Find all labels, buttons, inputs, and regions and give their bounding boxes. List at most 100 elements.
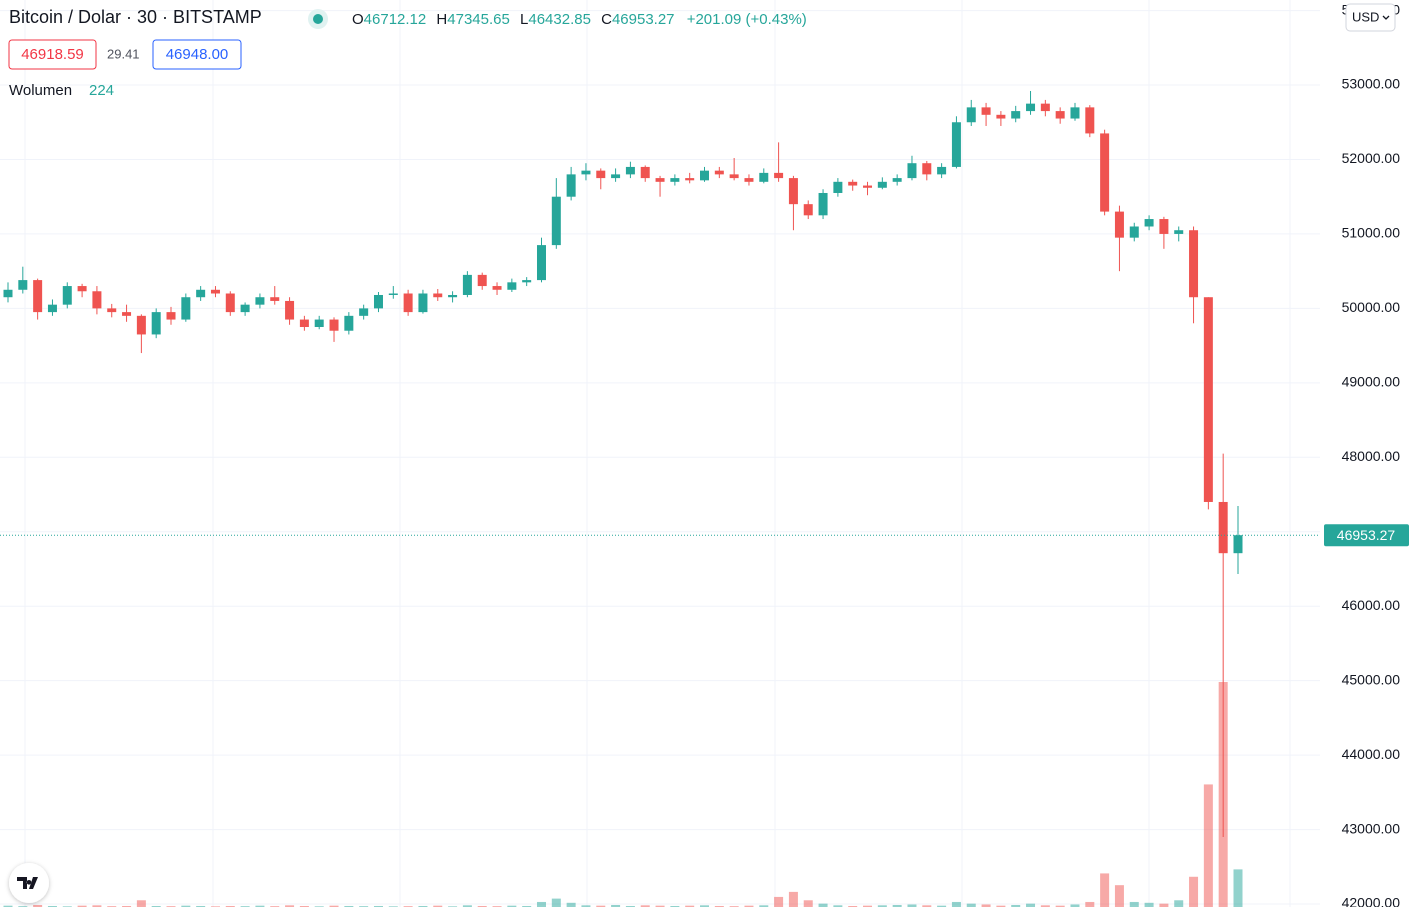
candle-body [3, 289, 13, 298]
candle-body [225, 293, 235, 313]
volume-bar [863, 905, 873, 907]
candle-body [47, 304, 57, 313]
volume-bar [196, 905, 206, 907]
currency-label[interactable]: USD [1352, 9, 1379, 24]
currency-chevron [1382, 15, 1390, 20]
candle-body [373, 294, 383, 309]
candle-body [285, 300, 295, 320]
volume-bar [122, 905, 132, 907]
y-tick-label: 45000.00 [1342, 671, 1401, 687]
candle-body [951, 122, 961, 167]
candle-body [863, 185, 873, 188]
volume-bar [1055, 905, 1065, 907]
ohlc-value: 46953.27 [612, 11, 675, 28]
volume-bar [937, 905, 947, 907]
volume-bar [551, 898, 561, 907]
candle-body [581, 170, 591, 175]
candle-body [107, 308, 117, 313]
volume-bar [981, 904, 991, 907]
candle-body [136, 315, 146, 335]
candle-body [1144, 219, 1154, 227]
currency-button[interactable] [1345, 3, 1396, 32]
candle-body [522, 280, 532, 283]
last-price-tag [1324, 524, 1409, 547]
ohlc-label: C [601, 11, 612, 28]
candle-body [33, 280, 43, 313]
volume-bar [1144, 902, 1154, 907]
ohlc-row: O46712.12 H47345.65 L46432.85 C46953.27 … [352, 11, 807, 28]
candle-body [922, 163, 932, 175]
volume-bar [774, 896, 784, 907]
candle-body [774, 172, 784, 179]
candle-body [729, 174, 739, 179]
candle-body [255, 297, 265, 305]
volume-bar [151, 905, 161, 907]
candle-body [492, 286, 502, 290]
volume-bar [714, 905, 724, 907]
candle-body [92, 291, 102, 309]
candle-body [359, 308, 369, 316]
candle-body [344, 315, 354, 331]
volume-layer [3, 682, 1243, 907]
candle-body [270, 297, 280, 301]
volume-bar [759, 905, 769, 907]
candle-body [788, 178, 798, 205]
buy-button[interactable] [152, 39, 242, 70]
candle-body [196, 289, 206, 298]
candle-body [1085, 107, 1095, 134]
candle-body [996, 114, 1006, 119]
volume-bar [566, 902, 576, 907]
volume-bar [907, 904, 917, 907]
candle-body [907, 163, 917, 179]
candle-body [1055, 111, 1065, 119]
y-tick-label: 50000.00 [1342, 299, 1401, 315]
ask-price[interactable]: 46948.00 [166, 46, 229, 63]
candle-body [1159, 219, 1169, 234]
volume-bar [670, 905, 680, 907]
candle-body [448, 294, 458, 298]
y-tick-label: 46000.00 [1342, 597, 1401, 613]
ohlc-value: 46432.85 [528, 11, 591, 28]
volume-bar [136, 900, 146, 907]
y-tick-label: 49000.00 [1342, 374, 1401, 390]
candle-body [462, 274, 472, 295]
volume-bar [373, 905, 383, 907]
candle-body [744, 178, 754, 182]
sell-button[interactable] [8, 39, 97, 70]
candle-body [551, 196, 561, 246]
volume-bar [966, 903, 976, 907]
volume-bar [477, 905, 487, 907]
volume-bar [1011, 904, 1021, 907]
volume-bar [77, 905, 87, 907]
candle-body [314, 319, 324, 328]
volume-bar [922, 905, 932, 907]
logo-mark[interactable] [17, 877, 38, 889]
logo[interactable] [9, 863, 49, 903]
candle-body [388, 293, 398, 295]
volume-bar [877, 905, 887, 907]
candle-body [1189, 230, 1199, 298]
indicator-value: 224 [89, 82, 114, 99]
volume-bar [3, 905, 13, 907]
candle-body [566, 174, 576, 197]
candle-body [803, 204, 813, 216]
indicator-name[interactable]: Wolumen [9, 82, 72, 99]
volume-bar [700, 905, 710, 907]
volume-bar [329, 905, 339, 907]
bid-price[interactable]: 46918.59 [21, 46, 84, 63]
candle-body [536, 245, 546, 281]
volume-bar [344, 905, 354, 907]
candle-body [655, 178, 665, 182]
volume-bar [744, 905, 754, 907]
candle-body [299, 319, 309, 328]
volume-bar [848, 905, 858, 907]
volume-bar [285, 905, 295, 907]
candle-body [1218, 501, 1228, 554]
volume-bar [1189, 876, 1199, 907]
volume-bar [1114, 885, 1124, 907]
y-tick-label: 44000.00 [1342, 746, 1401, 762]
candle-layer [0, 90, 1320, 838]
candle-body [1100, 133, 1110, 212]
candle-body [1040, 103, 1050, 112]
